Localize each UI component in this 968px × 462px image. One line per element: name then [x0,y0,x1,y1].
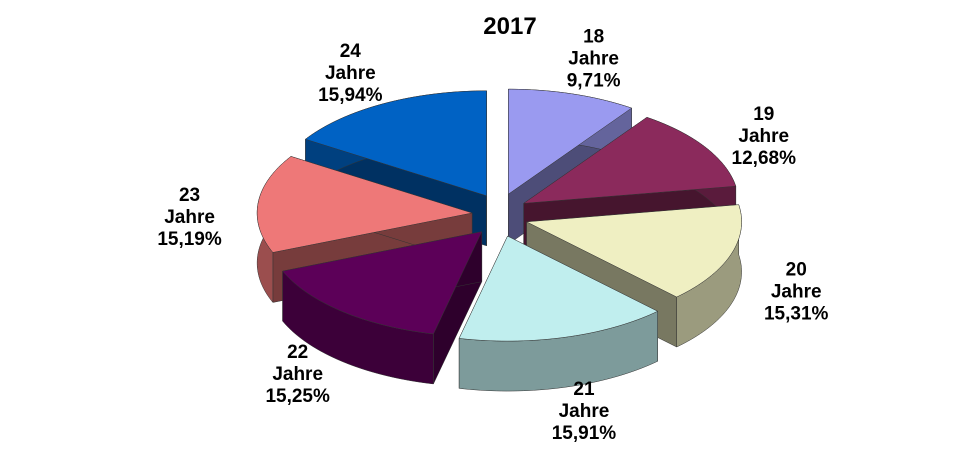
slice [458,235,659,342]
slice [282,231,483,335]
slice [508,88,633,195]
value-label: 15,25% [265,386,330,407]
slice-label: 22 Jahre [272,342,323,385]
value-label: 15,94% [318,85,383,106]
slice-label: 21 Jahre [559,379,610,422]
slice [458,235,659,392]
slice-label: 18 Jahre [568,27,619,70]
slice-label: 23 Jahre [164,185,215,228]
slice [522,117,737,204]
slice [256,156,473,253]
slice [304,90,487,197]
slice-label: 20 Jahre [771,259,822,302]
value-label: 12,68% [732,148,797,169]
value-label: 15,31% [764,303,829,324]
chart-title: 2017 [483,13,536,40]
slice [525,204,742,298]
value-label: 9,71% [567,71,621,92]
value-label: 15,91% [552,423,617,444]
slice-label: 24 Jahre [325,41,376,84]
slice [282,231,483,385]
slice-label: 19 Jahre [738,104,789,147]
value-label: 15,19% [157,229,222,250]
